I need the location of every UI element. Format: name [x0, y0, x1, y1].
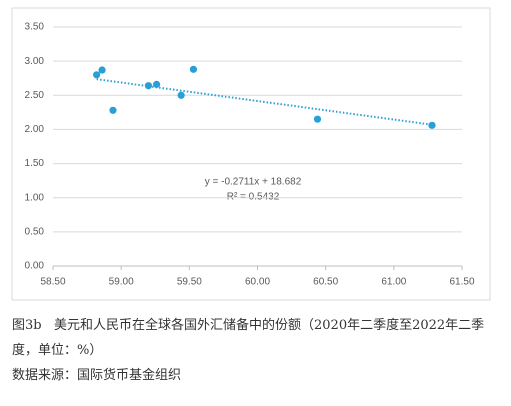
y-tick-label: 1.50 [25, 158, 45, 169]
chart-border [11, 7, 491, 301]
point [98, 66, 106, 74]
point [144, 82, 153, 90]
trendline [96, 78, 433, 126]
y-tick-label: 3.00 [25, 56, 45, 67]
figure-title: 美元和人民币在全球各国外汇储备中的份额（2020年二季度至2022年二季度，单位… [12, 318, 485, 358]
x-tick-label: 60.00 [245, 277, 270, 288]
x-tick-label: 59.50 [177, 277, 202, 288]
x-tick-label: 61.50 [449, 277, 474, 288]
x-tick-label: 60.50 [313, 277, 338, 288]
y-tick-label: 3.50 [25, 22, 45, 33]
y-tick-label: 2.00 [25, 124, 45, 135]
point [313, 115, 322, 123]
chart: y = -0.2711x + 18.682 R² = 0.5432 0.00 0.… [11, 7, 491, 301]
x-tick-label: 61.00 [381, 277, 406, 288]
caption-title: 图3b 美元和人民币在全球各国外汇储备中的份额（2020年二季度至2022年二季… [12, 313, 490, 363]
point [109, 106, 117, 114]
y-tick-label: 0.50 [25, 226, 45, 237]
figure-number: 图3b [12, 318, 42, 333]
trend-equation: y = -0.2711x + 18.682 [205, 177, 302, 188]
caption-source: 数据来源：国际货币基金组织 [12, 368, 182, 383]
y-tick-label: 2.50 [25, 90, 45, 101]
point [177, 91, 185, 99]
x-tick-label: 59.00 [109, 277, 134, 288]
point [189, 65, 198, 73]
x-tick-label: 58.50 [40, 277, 65, 288]
point [428, 121, 436, 129]
y-tick-label: 1.00 [25, 192, 45, 203]
y-tick-label: 0.00 [25, 261, 45, 272]
point [93, 71, 101, 79]
trend-r2: R² = 0.5432 [227, 192, 280, 203]
point [153, 80, 161, 88]
